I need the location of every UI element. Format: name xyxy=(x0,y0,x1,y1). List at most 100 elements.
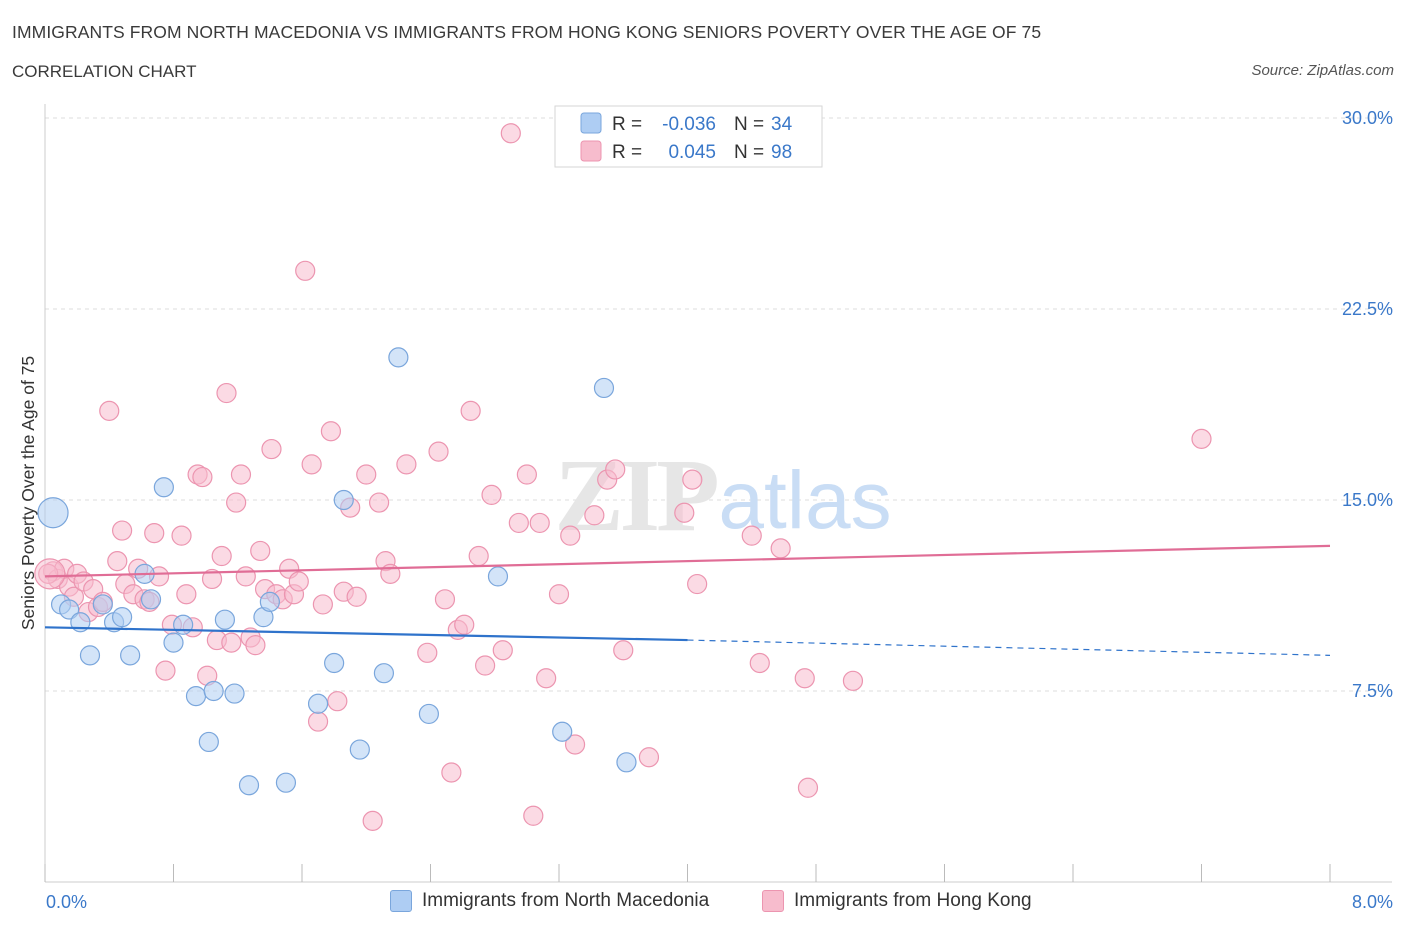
legend-label-hong-kong: Immigrants from Hong Kong xyxy=(794,890,1032,911)
data-point xyxy=(259,591,280,612)
data-point xyxy=(548,584,570,605)
data-point xyxy=(638,747,660,768)
data-point xyxy=(238,775,260,796)
data-point xyxy=(475,655,496,676)
stats-blue-r-label: R = xyxy=(612,114,642,135)
data-point xyxy=(111,607,133,628)
data-point xyxy=(171,525,192,546)
data-point xyxy=(153,477,174,498)
data-point xyxy=(120,645,141,666)
y-axis-label: Seniors Poverty Over the Age of 75 xyxy=(18,356,38,630)
data-point xyxy=(605,459,626,480)
data-point xyxy=(417,642,438,663)
stats-pink-swatch xyxy=(580,140,602,162)
data-point xyxy=(687,573,708,595)
data-point xyxy=(79,645,101,666)
data-point xyxy=(221,632,242,653)
data-point xyxy=(362,810,383,831)
data-point xyxy=(682,469,703,490)
data-point xyxy=(454,614,475,635)
blue-series-points xyxy=(37,347,637,796)
data-point xyxy=(500,123,521,144)
data-point xyxy=(307,693,329,714)
legend-item-hong-kong[interactable]: Immigrants from Hong Kong xyxy=(762,890,1032,912)
data-point xyxy=(492,640,513,661)
data-point xyxy=(235,566,256,587)
data-point xyxy=(749,652,770,674)
blue-trend-line xyxy=(44,626,688,642)
x-tick-label-max: 8.0% xyxy=(1352,892,1393,912)
legend-label-north-macedonia: Immigrants from North Macedonia xyxy=(422,890,710,911)
data-point xyxy=(307,711,329,732)
stats-pink-n-label: N = xyxy=(734,142,764,163)
data-point xyxy=(295,260,316,281)
data-point xyxy=(327,691,348,712)
data-point xyxy=(140,589,162,610)
legend-swatch-blue xyxy=(390,890,412,912)
stats-pink-r-label: R = xyxy=(612,142,642,163)
data-point xyxy=(396,454,417,475)
data-point xyxy=(593,377,615,399)
chart-title: IMMIGRANTS FROM NORTH MACEDONIA VS IMMIG… xyxy=(12,22,1042,42)
data-point xyxy=(107,551,128,572)
data-point xyxy=(198,731,219,753)
watermark-zip: ZIP xyxy=(554,438,717,553)
y-tick-label: 22.5% xyxy=(1342,299,1393,319)
data-point xyxy=(842,670,864,691)
data-point xyxy=(584,505,605,526)
data-point xyxy=(741,525,762,546)
legend-item-north-macedonia[interactable]: Immigrants from North Macedonia xyxy=(390,890,709,912)
data-point xyxy=(230,464,252,485)
data-point xyxy=(92,594,113,615)
y-tick-label: 30.0% xyxy=(1342,108,1393,128)
data-point xyxy=(320,421,342,442)
data-point xyxy=(155,660,176,681)
data-point xyxy=(356,464,377,485)
data-point xyxy=(214,609,235,630)
blue-trend-extension xyxy=(687,639,1331,656)
data-point xyxy=(58,599,80,620)
data-point xyxy=(460,400,481,421)
data-point xyxy=(203,680,224,702)
data-point xyxy=(346,586,367,607)
data-point xyxy=(226,492,247,513)
data-point xyxy=(552,721,573,742)
data-point xyxy=(487,566,509,587)
pink-trend-line xyxy=(44,544,1331,578)
x-tick-label-min: 0.0% xyxy=(46,892,87,912)
data-point xyxy=(216,382,237,404)
data-point xyxy=(349,739,370,760)
stats-pink-n-value: 98 xyxy=(771,142,792,163)
data-point xyxy=(275,772,297,793)
stats-blue-n-label: N = xyxy=(734,114,764,135)
data-point xyxy=(529,512,550,534)
data-point xyxy=(441,762,462,783)
data-point xyxy=(797,777,819,798)
y-tick-labels: 7.5% 15.0% 22.5% 30.0% xyxy=(1342,108,1393,701)
data-point xyxy=(434,589,456,610)
data-point xyxy=(481,484,502,506)
data-point xyxy=(288,571,309,592)
data-point xyxy=(674,502,695,523)
data-point xyxy=(176,584,197,605)
data-point xyxy=(516,464,537,485)
data-point xyxy=(523,805,544,826)
data-point xyxy=(173,614,194,635)
data-point xyxy=(428,441,449,462)
data-point xyxy=(245,635,266,656)
data-point xyxy=(770,538,791,559)
data-point xyxy=(468,545,489,567)
data-point xyxy=(111,520,133,541)
trend-lines xyxy=(44,544,1331,656)
data-point xyxy=(508,512,529,534)
stats-blue-n-value: 34 xyxy=(771,114,793,135)
grid-lines xyxy=(45,117,1392,692)
data-point xyxy=(34,558,66,590)
legend-swatch-pink xyxy=(762,890,784,912)
data-point xyxy=(373,663,395,684)
y-tick-label: 15.0% xyxy=(1342,490,1393,510)
y-tick-label: 7.5% xyxy=(1352,681,1393,701)
data-point xyxy=(312,594,333,615)
data-point xyxy=(301,454,322,475)
data-point xyxy=(185,685,207,707)
